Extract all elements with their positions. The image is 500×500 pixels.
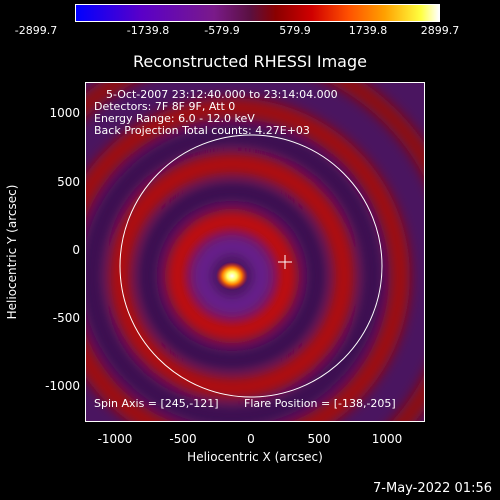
method-counts-label: Back Projection Total counts: 4.27E+03 xyxy=(94,124,310,137)
colorbar-tick: 579.9 xyxy=(279,24,311,37)
colorbar-tick: -1739.8 xyxy=(126,24,170,37)
flare-source xyxy=(216,262,248,290)
y-tick-label: -1000 xyxy=(45,379,80,393)
solar-limb xyxy=(119,134,383,398)
x-tick-label: 1000 xyxy=(371,432,403,446)
x-tick-label: 500 xyxy=(307,432,331,446)
colorbar-tick: 2899.7 xyxy=(420,24,460,37)
timestamp: 7-May-2022 01:56 xyxy=(373,481,492,496)
colorbar-tick: 1739.8 xyxy=(348,24,388,37)
y-tick-label: -500 xyxy=(52,311,80,325)
x-tick-label: 0 xyxy=(247,432,255,446)
x-tick-label: -500 xyxy=(169,432,197,446)
y-tick-label: 0 xyxy=(72,243,80,257)
x-tick-label: -1000 xyxy=(97,432,133,446)
colorbar xyxy=(75,4,440,22)
energy-range-label: Energy Range: 6.0 - 12.0 keV xyxy=(94,112,255,125)
y-tick-label: 1000 xyxy=(49,106,80,120)
spin-axis-label: Spin Axis = [245,-121] xyxy=(94,397,219,410)
y-tick-label: 500 xyxy=(57,175,80,189)
y-axis-label: Heliocentric Y (arcsec) xyxy=(5,184,19,320)
colorbar-tick: -2899.7 xyxy=(14,24,58,37)
flare-position-label: Flare Position = [-138,-205] xyxy=(244,397,396,410)
colorbar-tick: -579.9 xyxy=(204,24,240,37)
x-axis-label: Heliocentric X (arcsec) xyxy=(187,450,323,464)
time-range-label: 5-Oct-2007 23:12:40.000 to 23:14:04.000 xyxy=(106,88,338,101)
rhessi-image: 5-Oct-2007 23:12:40.000 to 23:14:04.000 … xyxy=(85,82,425,422)
detectors-label: Detectors: 7F 8F 9F, Att 0 xyxy=(94,100,236,113)
spin-axis-marker xyxy=(278,255,292,269)
plot-title: Reconstructed RHESSI Image xyxy=(133,52,367,71)
image-svg xyxy=(86,83,424,421)
